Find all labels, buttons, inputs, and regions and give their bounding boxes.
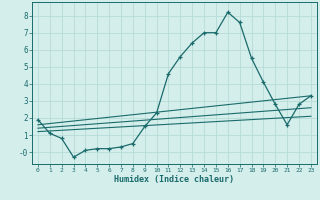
X-axis label: Humidex (Indice chaleur): Humidex (Indice chaleur): [115, 175, 234, 184]
